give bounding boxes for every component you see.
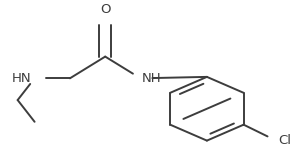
Text: Cl: Cl [278,134,291,147]
Text: HN: HN [12,72,32,85]
Text: O: O [100,3,110,16]
Text: NH: NH [142,72,161,85]
